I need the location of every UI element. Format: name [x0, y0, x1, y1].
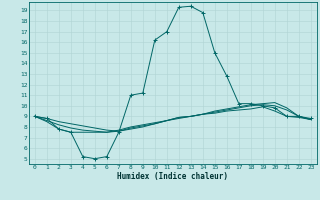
- X-axis label: Humidex (Indice chaleur): Humidex (Indice chaleur): [117, 172, 228, 181]
